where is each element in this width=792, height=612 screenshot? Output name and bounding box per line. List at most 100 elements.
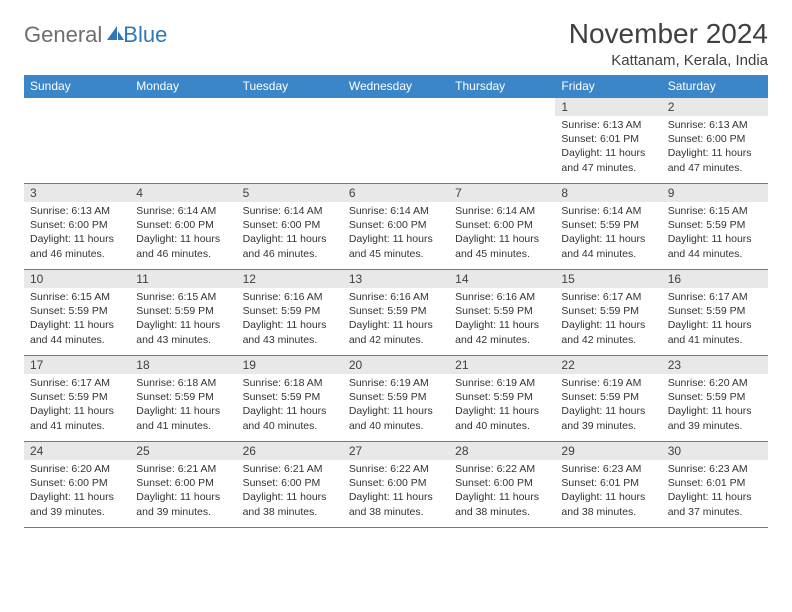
day-body: Sunrise: 6:17 AMSunset: 5:59 PMDaylight:…	[24, 374, 130, 437]
day-number: 23	[662, 356, 768, 374]
day-cell: 1Sunrise: 6:13 AMSunset: 6:01 PMDaylight…	[555, 97, 661, 183]
day-number: 15	[555, 270, 661, 288]
day-number: 19	[237, 356, 343, 374]
logo-text-general: General	[24, 22, 102, 48]
day-header: Sunday	[24, 75, 130, 97]
empty-cell	[130, 97, 236, 183]
day-cell: 16Sunrise: 6:17 AMSunset: 5:59 PMDayligh…	[662, 269, 768, 355]
day-number: 18	[130, 356, 236, 374]
day-number: 20	[343, 356, 449, 374]
day-number: 13	[343, 270, 449, 288]
day-number: 2	[662, 98, 768, 116]
day-cell: 14Sunrise: 6:16 AMSunset: 5:59 PMDayligh…	[449, 269, 555, 355]
title-block: November 2024 Kattanam, Kerala, India	[569, 18, 768, 69]
day-cell: 17Sunrise: 6:17 AMSunset: 5:59 PMDayligh…	[24, 355, 130, 441]
day-number: 3	[24, 184, 130, 202]
day-cell: 18Sunrise: 6:18 AMSunset: 5:59 PMDayligh…	[130, 355, 236, 441]
day-body: Sunrise: 6:21 AMSunset: 6:00 PMDaylight:…	[130, 460, 236, 523]
day-body: Sunrise: 6:22 AMSunset: 6:00 PMDaylight:…	[449, 460, 555, 523]
day-cell: 12Sunrise: 6:16 AMSunset: 5:59 PMDayligh…	[237, 269, 343, 355]
day-body: Sunrise: 6:14 AMSunset: 6:00 PMDaylight:…	[343, 202, 449, 265]
day-number: 17	[24, 356, 130, 374]
day-cell: 3Sunrise: 6:13 AMSunset: 6:00 PMDaylight…	[24, 183, 130, 269]
day-number: 7	[449, 184, 555, 202]
day-cell: 30Sunrise: 6:23 AMSunset: 6:01 PMDayligh…	[662, 441, 768, 527]
day-body: Sunrise: 6:18 AMSunset: 5:59 PMDaylight:…	[130, 374, 236, 437]
day-body: Sunrise: 6:13 AMSunset: 6:01 PMDaylight:…	[555, 116, 661, 179]
day-number: 5	[237, 184, 343, 202]
day-body: Sunrise: 6:14 AMSunset: 5:59 PMDaylight:…	[555, 202, 661, 265]
day-number: 30	[662, 442, 768, 460]
day-cell: 2Sunrise: 6:13 AMSunset: 6:00 PMDaylight…	[662, 97, 768, 183]
day-body: Sunrise: 6:19 AMSunset: 5:59 PMDaylight:…	[343, 374, 449, 437]
day-cell: 20Sunrise: 6:19 AMSunset: 5:59 PMDayligh…	[343, 355, 449, 441]
day-body: Sunrise: 6:13 AMSunset: 6:00 PMDaylight:…	[662, 116, 768, 179]
day-number: 28	[449, 442, 555, 460]
day-number: 21	[449, 356, 555, 374]
day-cell: 13Sunrise: 6:16 AMSunset: 5:59 PMDayligh…	[343, 269, 449, 355]
day-cell: 8Sunrise: 6:14 AMSunset: 5:59 PMDaylight…	[555, 183, 661, 269]
day-number: 4	[130, 184, 236, 202]
day-body: Sunrise: 6:20 AMSunset: 5:59 PMDaylight:…	[662, 374, 768, 437]
day-body: Sunrise: 6:17 AMSunset: 5:59 PMDaylight:…	[555, 288, 661, 351]
day-number: 16	[662, 270, 768, 288]
day-body: Sunrise: 6:19 AMSunset: 5:59 PMDaylight:…	[555, 374, 661, 437]
calendar-grid: SundayMondayTuesdayWednesdayThursdayFrid…	[24, 75, 768, 528]
day-cell: 10Sunrise: 6:15 AMSunset: 5:59 PMDayligh…	[24, 269, 130, 355]
day-body: Sunrise: 6:16 AMSunset: 5:59 PMDaylight:…	[237, 288, 343, 351]
day-cell: 26Sunrise: 6:21 AMSunset: 6:00 PMDayligh…	[237, 441, 343, 527]
day-body: Sunrise: 6:16 AMSunset: 5:59 PMDaylight:…	[449, 288, 555, 351]
day-cell: 5Sunrise: 6:14 AMSunset: 6:00 PMDaylight…	[237, 183, 343, 269]
day-cell: 19Sunrise: 6:18 AMSunset: 5:59 PMDayligh…	[237, 355, 343, 441]
day-cell: 21Sunrise: 6:19 AMSunset: 5:59 PMDayligh…	[449, 355, 555, 441]
day-body: Sunrise: 6:16 AMSunset: 5:59 PMDaylight:…	[343, 288, 449, 351]
logo: General Blue	[24, 22, 167, 48]
empty-cell	[343, 97, 449, 183]
day-body: Sunrise: 6:15 AMSunset: 5:59 PMDaylight:…	[662, 202, 768, 265]
day-header: Tuesday	[237, 75, 343, 97]
empty-cell	[24, 97, 130, 183]
day-cell: 22Sunrise: 6:19 AMSunset: 5:59 PMDayligh…	[555, 355, 661, 441]
day-cell: 9Sunrise: 6:15 AMSunset: 5:59 PMDaylight…	[662, 183, 768, 269]
day-header: Wednesday	[343, 75, 449, 97]
empty-cell	[237, 97, 343, 183]
day-cell: 28Sunrise: 6:22 AMSunset: 6:00 PMDayligh…	[449, 441, 555, 527]
day-number: 26	[237, 442, 343, 460]
day-header: Saturday	[662, 75, 768, 97]
empty-cell	[449, 97, 555, 183]
day-cell: 11Sunrise: 6:15 AMSunset: 5:59 PMDayligh…	[130, 269, 236, 355]
day-body: Sunrise: 6:17 AMSunset: 5:59 PMDaylight:…	[662, 288, 768, 351]
day-body: Sunrise: 6:15 AMSunset: 5:59 PMDaylight:…	[24, 288, 130, 351]
day-cell: 7Sunrise: 6:14 AMSunset: 6:00 PMDaylight…	[449, 183, 555, 269]
day-number: 8	[555, 184, 661, 202]
day-number: 29	[555, 442, 661, 460]
location: Kattanam, Kerala, India	[569, 52, 768, 69]
day-number: 11	[130, 270, 236, 288]
header: General Blue November 2024 Kattanam, Ker…	[24, 18, 768, 69]
logo-sail-icon	[105, 24, 125, 47]
day-cell: 15Sunrise: 6:17 AMSunset: 5:59 PMDayligh…	[555, 269, 661, 355]
day-number: 9	[662, 184, 768, 202]
day-number: 24	[24, 442, 130, 460]
day-cell: 27Sunrise: 6:22 AMSunset: 6:00 PMDayligh…	[343, 441, 449, 527]
day-number: 14	[449, 270, 555, 288]
day-number: 12	[237, 270, 343, 288]
day-body: Sunrise: 6:21 AMSunset: 6:00 PMDaylight:…	[237, 460, 343, 523]
day-body: Sunrise: 6:19 AMSunset: 5:59 PMDaylight:…	[449, 374, 555, 437]
day-body: Sunrise: 6:20 AMSunset: 6:00 PMDaylight:…	[24, 460, 130, 523]
day-header: Monday	[130, 75, 236, 97]
logo-text-blue: Blue	[123, 22, 167, 48]
day-header: Thursday	[449, 75, 555, 97]
day-cell: 6Sunrise: 6:14 AMSunset: 6:00 PMDaylight…	[343, 183, 449, 269]
day-body: Sunrise: 6:23 AMSunset: 6:01 PMDaylight:…	[555, 460, 661, 523]
day-body: Sunrise: 6:23 AMSunset: 6:01 PMDaylight:…	[662, 460, 768, 523]
day-number: 22	[555, 356, 661, 374]
day-body: Sunrise: 6:14 AMSunset: 6:00 PMDaylight:…	[130, 202, 236, 265]
day-cell: 23Sunrise: 6:20 AMSunset: 5:59 PMDayligh…	[662, 355, 768, 441]
day-cell: 29Sunrise: 6:23 AMSunset: 6:01 PMDayligh…	[555, 441, 661, 527]
calendar-bottom-border	[24, 527, 768, 528]
day-header: Friday	[555, 75, 661, 97]
day-cell: 25Sunrise: 6:21 AMSunset: 6:00 PMDayligh…	[130, 441, 236, 527]
day-cell: 24Sunrise: 6:20 AMSunset: 6:00 PMDayligh…	[24, 441, 130, 527]
day-body: Sunrise: 6:14 AMSunset: 6:00 PMDaylight:…	[237, 202, 343, 265]
